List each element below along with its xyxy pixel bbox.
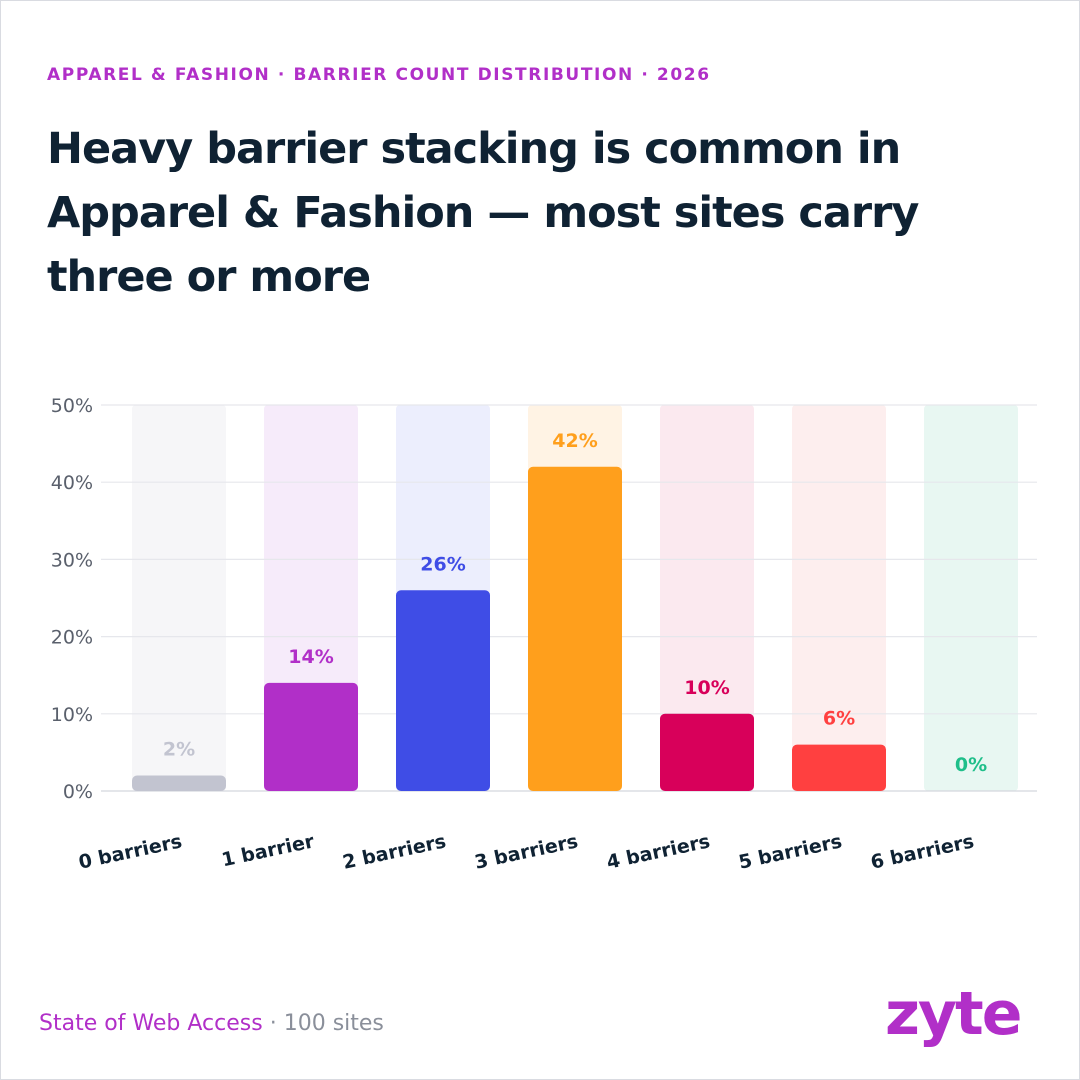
chart-title: Heavy barrier stacking is common in Appa…	[47, 124, 919, 302]
data-label: 2%	[163, 739, 195, 761]
y-tick-label: 20%	[51, 627, 93, 649]
bar	[660, 713, 754, 791]
bar	[132, 775, 226, 791]
data-label: 26%	[420, 553, 465, 575]
data-label: 14%	[288, 646, 333, 668]
data-label: 42%	[552, 430, 597, 452]
y-tick-label: 30%	[51, 549, 93, 571]
y-tick-label: 50%	[51, 395, 93, 417]
bar	[528, 466, 622, 791]
bar-track	[660, 405, 754, 791]
bar-track	[924, 405, 1018, 791]
zyte-logo: zyte	[885, 979, 1022, 1049]
bar-track	[792, 405, 886, 791]
bar-track	[132, 405, 226, 791]
data-label: 0%	[955, 754, 987, 776]
bar-chart: 0% 10% 20% 30% 40% 50% 2% 0 barriers 14% 1 barrie…	[51, 395, 1037, 874]
bar	[792, 744, 886, 791]
x-tick-label: 6 barriers	[869, 830, 976, 873]
source-line: State of Web Access · 100 sites	[39, 1011, 384, 1036]
source-separator: ·	[269, 1011, 277, 1036]
sample-size: 100 sites	[283, 1011, 384, 1036]
x-tick-label: 1 barrier	[220, 830, 317, 871]
bar	[264, 682, 358, 791]
x-tick-label: 0 barriers	[77, 830, 184, 873]
data-label: 10%	[684, 677, 729, 699]
bar	[396, 590, 490, 791]
data-label: 6%	[823, 708, 855, 730]
x-tick-label: 3 barriers	[473, 830, 580, 873]
x-tick-label: 5 barriers	[737, 830, 844, 873]
source-name: State of Web Access	[39, 1011, 263, 1036]
x-tick-label: 2 barriers	[341, 830, 448, 873]
y-tick-label: 40%	[51, 472, 93, 494]
x-tick-label: 4 barriers	[605, 830, 712, 873]
y-tick-label: 0%	[63, 781, 93, 803]
eyebrow-label: APPAREL & FASHION · BARRIER COUNT DISTRI…	[47, 65, 711, 85]
y-tick-label: 10%	[51, 704, 93, 726]
